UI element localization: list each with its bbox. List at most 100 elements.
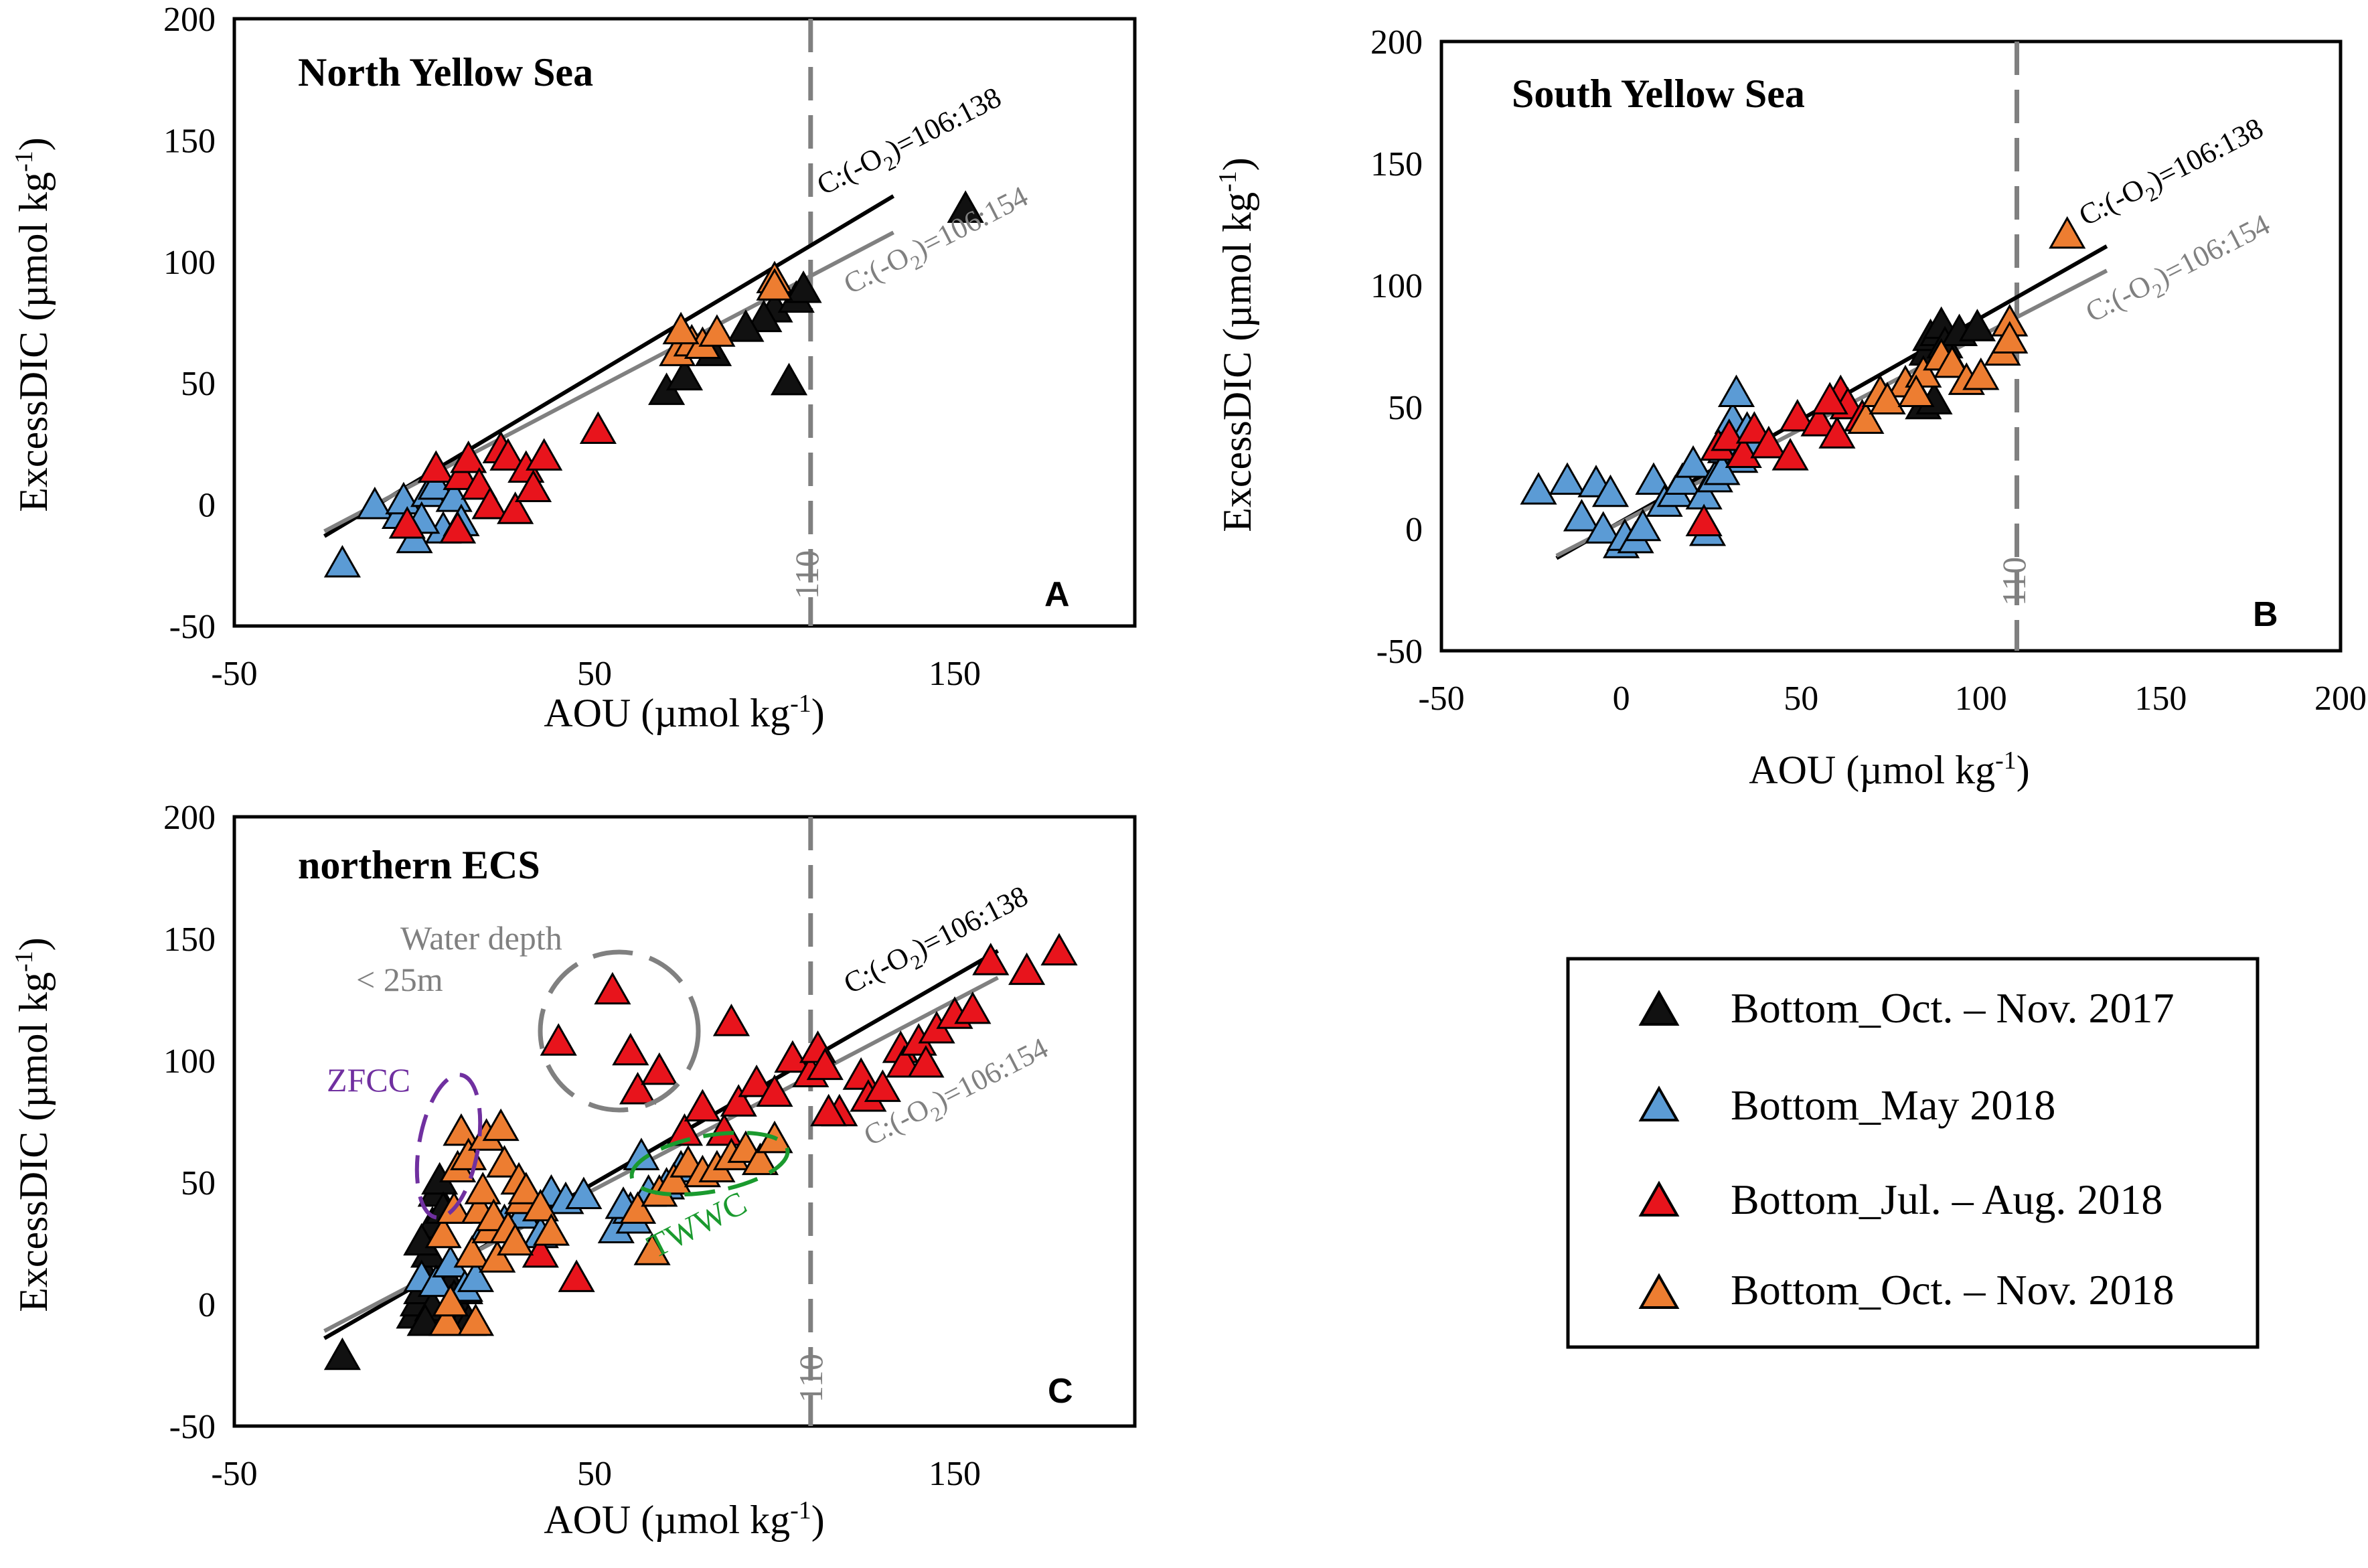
- data-point: [1779, 398, 1816, 432]
- y-tick-label: 0: [198, 487, 216, 525]
- data-point: [1725, 435, 1762, 469]
- y-tick-label: -50: [169, 608, 216, 646]
- y-tick-label: 200: [1370, 23, 1423, 62]
- data-point: [1520, 472, 1557, 505]
- data-point: [1735, 411, 1773, 444]
- y-tick-label: 200: [163, 1, 216, 39]
- y-tick-label: 0: [1405, 511, 1423, 549]
- data-point: [432, 1283, 469, 1317]
- data-point: [2049, 216, 2086, 249]
- data-point: [1869, 382, 1906, 414]
- data-point: [424, 1215, 462, 1249]
- x-tick-label: -50: [211, 1455, 257, 1493]
- x-tick-label: 150: [929, 1455, 981, 1493]
- data-point: [497, 491, 534, 524]
- x-tick-label: 50: [1784, 680, 1818, 718]
- data-point: [665, 358, 704, 391]
- panel-c-xlabel: AOU (µmol kg-1): [544, 1496, 825, 1542]
- panel-b-ylabel: ExcessDIC (µmol kg-1): [1214, 157, 1259, 532]
- data-point: [482, 1108, 520, 1142]
- data-point: [594, 971, 631, 1005]
- data-point: [323, 1337, 361, 1370]
- data-point: [471, 486, 509, 520]
- data-point: [1897, 374, 1935, 408]
- data-point: [756, 1074, 793, 1107]
- panel-c-title: northern ECS: [298, 843, 540, 887]
- y-tick-label: 0: [198, 1286, 216, 1324]
- legend-marker-2017-autumn: [1638, 990, 1680, 1026]
- panel-a-points: [323, 190, 984, 578]
- x-tick-label: 100: [1955, 680, 2007, 718]
- data-point: [479, 1240, 516, 1273]
- data-point: [741, 1142, 779, 1176]
- data-point: [443, 457, 480, 490]
- data-point: [1962, 358, 2000, 390]
- panel-b-points: [1520, 216, 2086, 558]
- data-point: [641, 1052, 678, 1085]
- data-point: [507, 1172, 545, 1204]
- panel-c-y-ticks: -50 0 50 100 150 200: [163, 799, 216, 1446]
- legend-label-2018-autumn: Bottom_Oct. – Nov. 2018: [1731, 1266, 2175, 1314]
- data-point: [954, 991, 992, 1024]
- x-tick-label: 150: [929, 655, 981, 693]
- data-point: [522, 1235, 559, 1268]
- data-point: [1624, 508, 1662, 542]
- twwc-group-outline: [629, 1130, 790, 1197]
- panel-b: -50 0 50 100 150 200 -50 0 50 100 150 200 South Ye…: [1214, 23, 2367, 792]
- y-tick-label: 50: [181, 365, 216, 403]
- legend-label-2018-summer: Bottom_Jul. – Aug. 2018: [1731, 1176, 2162, 1223]
- data-point: [439, 511, 477, 544]
- data-point: [712, 1004, 751, 1036]
- panel-b-label: B: [2253, 595, 2278, 634]
- data-point: [579, 411, 617, 444]
- data-point: [489, 438, 527, 471]
- shallow-water-group-outline: [538, 949, 701, 1113]
- legend-label-2017-autumn: Bottom_Oct. – Nov. 2017: [1731, 984, 2175, 1032]
- data-point: [1991, 321, 2029, 354]
- data-point: [623, 1138, 660, 1170]
- panel-a-ylabel: ExcessDIC (µmol kg-1): [10, 137, 56, 512]
- annotation-zfcc: ZFCC: [327, 1061, 410, 1099]
- panel-a-xlabel: AOU (µmol kg-1): [544, 690, 825, 735]
- data-point: [532, 1213, 570, 1246]
- panel-a-title: North Yellow Sea: [298, 50, 593, 94]
- data-point: [464, 1172, 501, 1204]
- data-point: [619, 1072, 657, 1105]
- data-point: [684, 1089, 721, 1122]
- data-point: [1771, 438, 1809, 471]
- data-point: [565, 1176, 603, 1210]
- data-point: [662, 311, 700, 345]
- data-point: [1933, 345, 1971, 378]
- data-point: [1635, 462, 1672, 495]
- panel-b-vline-label: 110: [1995, 557, 2033, 606]
- data-point: [435, 479, 473, 512]
- data-point: [1674, 445, 1712, 478]
- data-point: [806, 1047, 844, 1081]
- legend-frame: [1566, 957, 2260, 1349]
- data-point: [698, 314, 736, 347]
- data-point: [356, 486, 394, 520]
- data-point: [522, 1188, 559, 1222]
- data-point: [907, 1044, 945, 1078]
- panel-c-vline-label: 110: [792, 1354, 830, 1403]
- panel-a: -50 0 50 100 150 200 -50 50 150 North Yellow Se…: [10, 1, 1137, 735]
- data-point: [417, 450, 455, 483]
- legend-marker-2018-summer: [1638, 1180, 1680, 1217]
- panel-c-ylabel: ExcessDIC (µmol kg-1): [10, 937, 56, 1312]
- data-point: [1703, 452, 1741, 485]
- data-point: [1717, 374, 1755, 408]
- zfcc-group-outline: [414, 1073, 483, 1220]
- panel-a-vline-label: 110: [788, 550, 825, 599]
- data-point: [947, 190, 984, 223]
- data-point: [612, 1032, 649, 1066]
- legend: Bottom_Oct. – Nov. 2017 Bottom_May 2018 …: [1566, 957, 2260, 1349]
- data-point: [727, 309, 765, 342]
- data-point: [485, 1145, 524, 1178]
- data-point: [864, 1069, 901, 1102]
- legend-marker-2018-may: [1638, 1085, 1680, 1122]
- panel-b-x-ticks: -50 0 50 100 150 200: [1418, 680, 2367, 718]
- panel-a-y-ticks: -50 0 50 100 150 200: [163, 1, 216, 646]
- data-point: [417, 467, 455, 500]
